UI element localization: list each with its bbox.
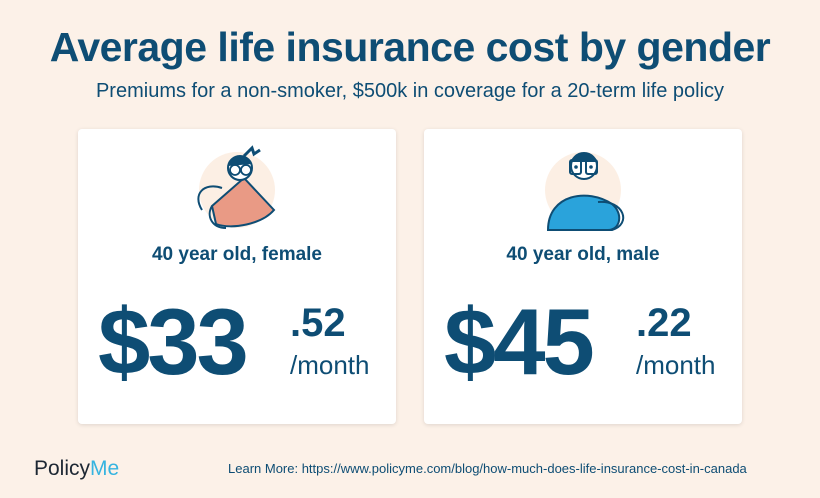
male-person-icon (545, 152, 625, 231)
male-label: 40 year old, male (506, 244, 660, 265)
page-title: Average life insurance cost by gender (49, 24, 771, 70)
male-price-period: /month (636, 350, 716, 380)
logo-policy-text: Policy (34, 457, 91, 480)
female-price-dollars: $33 (98, 289, 249, 394)
female-label: 40 year old, female (151, 244, 323, 265)
male-price: $45 .22 /month (424, 287, 742, 397)
policyme-logo: PolicyMe (34, 457, 119, 481)
female-cost-card: 40 year old, female $33 .52 /month (78, 129, 396, 424)
female-person-icon (197, 145, 276, 229)
female-price: $33 .52 /month (78, 287, 396, 397)
male-price-dollars: $45 (444, 289, 595, 394)
female-price-period: /month (290, 350, 370, 380)
female-price-cents: .52 (290, 301, 346, 345)
page-subtitle: Premiums for a non-smoker, $500k in cove… (95, 80, 725, 102)
logo-me-text: Me (90, 457, 120, 480)
learn-more-link[interactable]: Learn More: https://www.policyme.com/blo… (228, 461, 747, 476)
male-cost-card: 40 year old, male $45 .22 /month (424, 129, 742, 424)
male-price-cents: .22 (636, 301, 692, 345)
